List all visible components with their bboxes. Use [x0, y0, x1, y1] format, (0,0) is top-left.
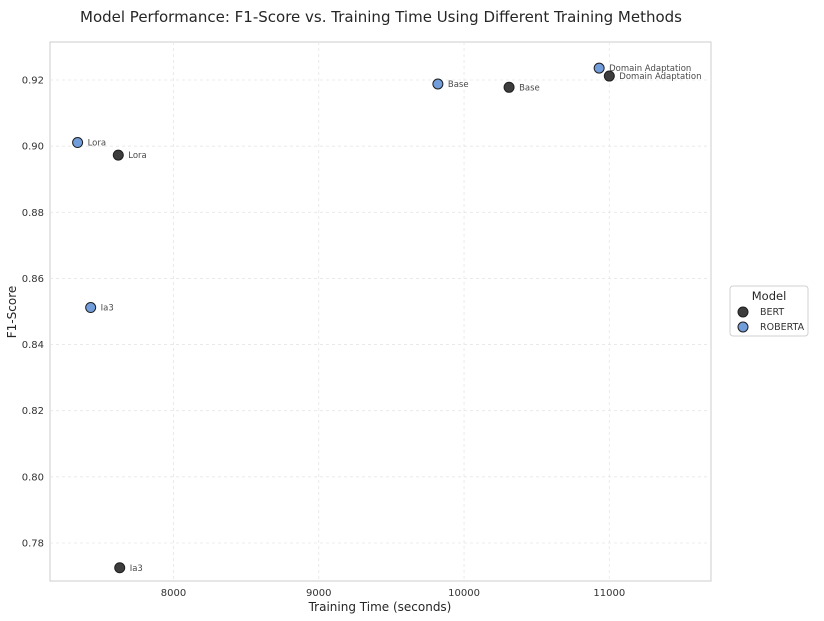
y-tick-label: 0.92 — [22, 76, 44, 87]
x-axis-title: Training Time (seconds) — [308, 600, 452, 614]
data-point — [72, 137, 84, 149]
data-point-label: Domain Adaptation — [619, 72, 701, 82]
x-tick-label: 8000 — [161, 588, 186, 599]
legend-marker — [737, 321, 749, 333]
y-tick-label: 0.80 — [22, 472, 44, 483]
data-point-label: Lora — [88, 139, 107, 149]
legend-label: ROBERTA — [760, 322, 805, 333]
y-tick-label: 0.84 — [22, 340, 44, 351]
data-point-label: Lora — [128, 151, 147, 161]
data-point-label: Base — [519, 83, 540, 93]
x-tick-label: 9000 — [306, 588, 331, 599]
data-point-label: Ia3 — [130, 564, 143, 574]
legend-box — [729, 285, 809, 337]
data-point-label: Ia3 — [101, 304, 114, 314]
legend-title: Model — [752, 289, 787, 303]
y-tick-label: 0.90 — [22, 142, 44, 153]
data-point — [432, 78, 444, 90]
legend-marker — [737, 306, 749, 318]
y-tick-label: 0.88 — [22, 208, 44, 219]
y-tick-label: 0.78 — [22, 538, 44, 549]
data-point — [112, 149, 124, 161]
y-tick-label: 0.86 — [22, 274, 44, 285]
y-axis-title: F1-Score — [5, 286, 19, 338]
data-point — [603, 70, 615, 82]
data-point — [503, 81, 515, 93]
legend-label: BERT — [760, 307, 784, 318]
data-point — [114, 562, 126, 574]
data-point — [85, 302, 97, 314]
data-point — [593, 62, 605, 74]
plot-area — [49, 41, 712, 582]
legend: Model BERT ROBERTA — [729, 285, 809, 337]
x-tick-label: 10000 — [448, 588, 480, 599]
x-tick-label: 11000 — [593, 588, 625, 599]
data-point-label: Domain Adaptation — [609, 64, 691, 74]
y-tick-label: 0.82 — [22, 406, 44, 417]
data-point-label: Base — [448, 80, 469, 90]
chart-title: Model Performance: F1-Score vs. Training… — [80, 8, 682, 26]
